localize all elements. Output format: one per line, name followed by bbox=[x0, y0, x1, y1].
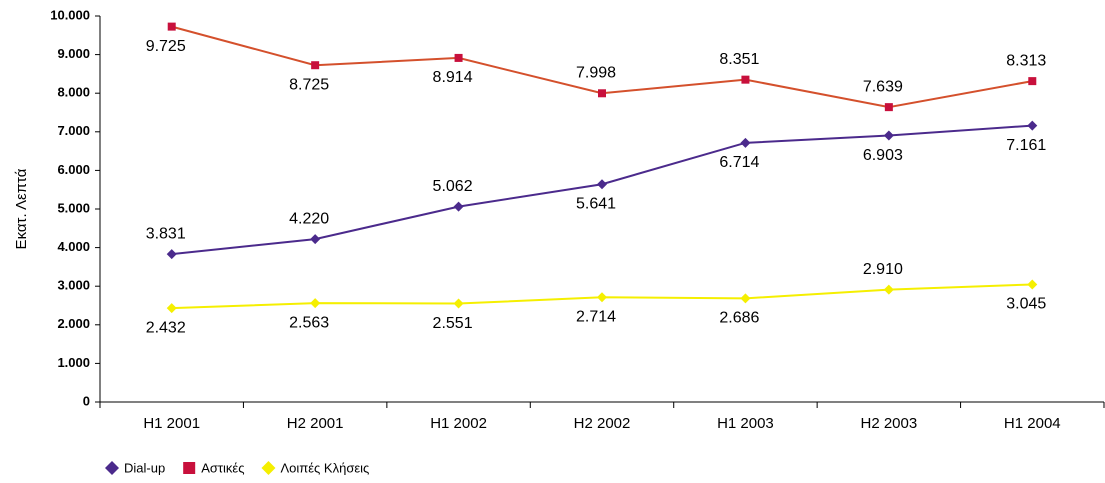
legend-label: Dial-up bbox=[124, 460, 165, 475]
y-tick-label: 8.000 bbox=[57, 85, 90, 100]
marker bbox=[311, 61, 320, 70]
data-label: 2.432 bbox=[146, 319, 186, 336]
marker bbox=[740, 137, 751, 148]
y-axis-label: Εκατ. Λεπτά bbox=[13, 168, 30, 249]
data-label: 6.903 bbox=[863, 147, 903, 164]
marker bbox=[1027, 279, 1038, 290]
y-tick-label: 6.000 bbox=[57, 162, 90, 177]
marker bbox=[883, 284, 894, 295]
y-tick-label: 1.000 bbox=[57, 355, 90, 370]
data-label: 5.062 bbox=[433, 178, 473, 195]
data-label: 5.641 bbox=[576, 195, 616, 212]
y-tick-label: 2.000 bbox=[57, 316, 90, 331]
marker bbox=[167, 22, 176, 31]
y-tick-label: 10.000 bbox=[50, 7, 90, 22]
data-label: 2.551 bbox=[433, 315, 473, 332]
x-tick-label: H2 2002 bbox=[574, 415, 631, 432]
marker bbox=[884, 103, 893, 112]
data-label: 2.563 bbox=[289, 314, 329, 331]
marker bbox=[741, 75, 750, 84]
marker bbox=[883, 130, 894, 141]
data-label: 6.714 bbox=[719, 154, 759, 171]
y-tick-label: 5.000 bbox=[57, 200, 90, 215]
marker bbox=[105, 461, 119, 475]
marker bbox=[261, 461, 276, 475]
data-label: 8.725 bbox=[289, 76, 329, 93]
data-label: 2.910 bbox=[863, 261, 903, 278]
marker bbox=[310, 298, 321, 309]
data-label: 4.220 bbox=[289, 210, 329, 227]
x-tick-label: H1 2002 bbox=[430, 415, 487, 432]
series-line bbox=[171, 124, 1033, 256]
data-label: 2.686 bbox=[719, 310, 759, 327]
marker bbox=[1027, 120, 1038, 131]
y-tick-label: 3.000 bbox=[57, 278, 90, 293]
marker bbox=[183, 462, 196, 474]
marker bbox=[166, 303, 177, 314]
data-label: 8.914 bbox=[433, 69, 473, 86]
y-tick-label: 7.000 bbox=[57, 123, 90, 138]
marker bbox=[454, 53, 463, 62]
data-label: 7.639 bbox=[863, 78, 903, 95]
data-label: 8.351 bbox=[719, 51, 759, 68]
data-label: 9.725 bbox=[146, 38, 186, 55]
marker bbox=[310, 234, 321, 245]
data-label: 3.045 bbox=[1006, 296, 1046, 313]
marker bbox=[453, 298, 464, 309]
y-tick-label: 4.000 bbox=[57, 239, 90, 254]
data-label: 7.161 bbox=[1006, 137, 1046, 154]
marker bbox=[453, 201, 464, 212]
y-tick-label: 9.000 bbox=[57, 46, 90, 61]
marker bbox=[598, 89, 606, 98]
marker bbox=[597, 179, 607, 190]
data-label: 2.714 bbox=[576, 308, 616, 325]
data-label: 8.313 bbox=[1006, 52, 1046, 69]
x-tick-label: H1 2004 bbox=[1004, 415, 1061, 432]
marker bbox=[1028, 77, 1037, 86]
legend-label: Λοιπές Κλήσεις bbox=[280, 460, 369, 475]
x-tick-label: H1 2001 bbox=[143, 415, 200, 432]
legend-label: Αστικές bbox=[201, 460, 244, 475]
marker bbox=[597, 292, 607, 303]
marker bbox=[740, 293, 751, 304]
data-label: 3.831 bbox=[146, 225, 186, 242]
x-tick-label: H1 2003 bbox=[717, 415, 774, 432]
x-tick-label: H2 2001 bbox=[287, 415, 344, 432]
data-label: 7.998 bbox=[576, 64, 616, 81]
y-tick-label: 0 bbox=[83, 393, 90, 408]
marker bbox=[166, 249, 177, 260]
x-tick-label: H2 2003 bbox=[860, 415, 917, 432]
